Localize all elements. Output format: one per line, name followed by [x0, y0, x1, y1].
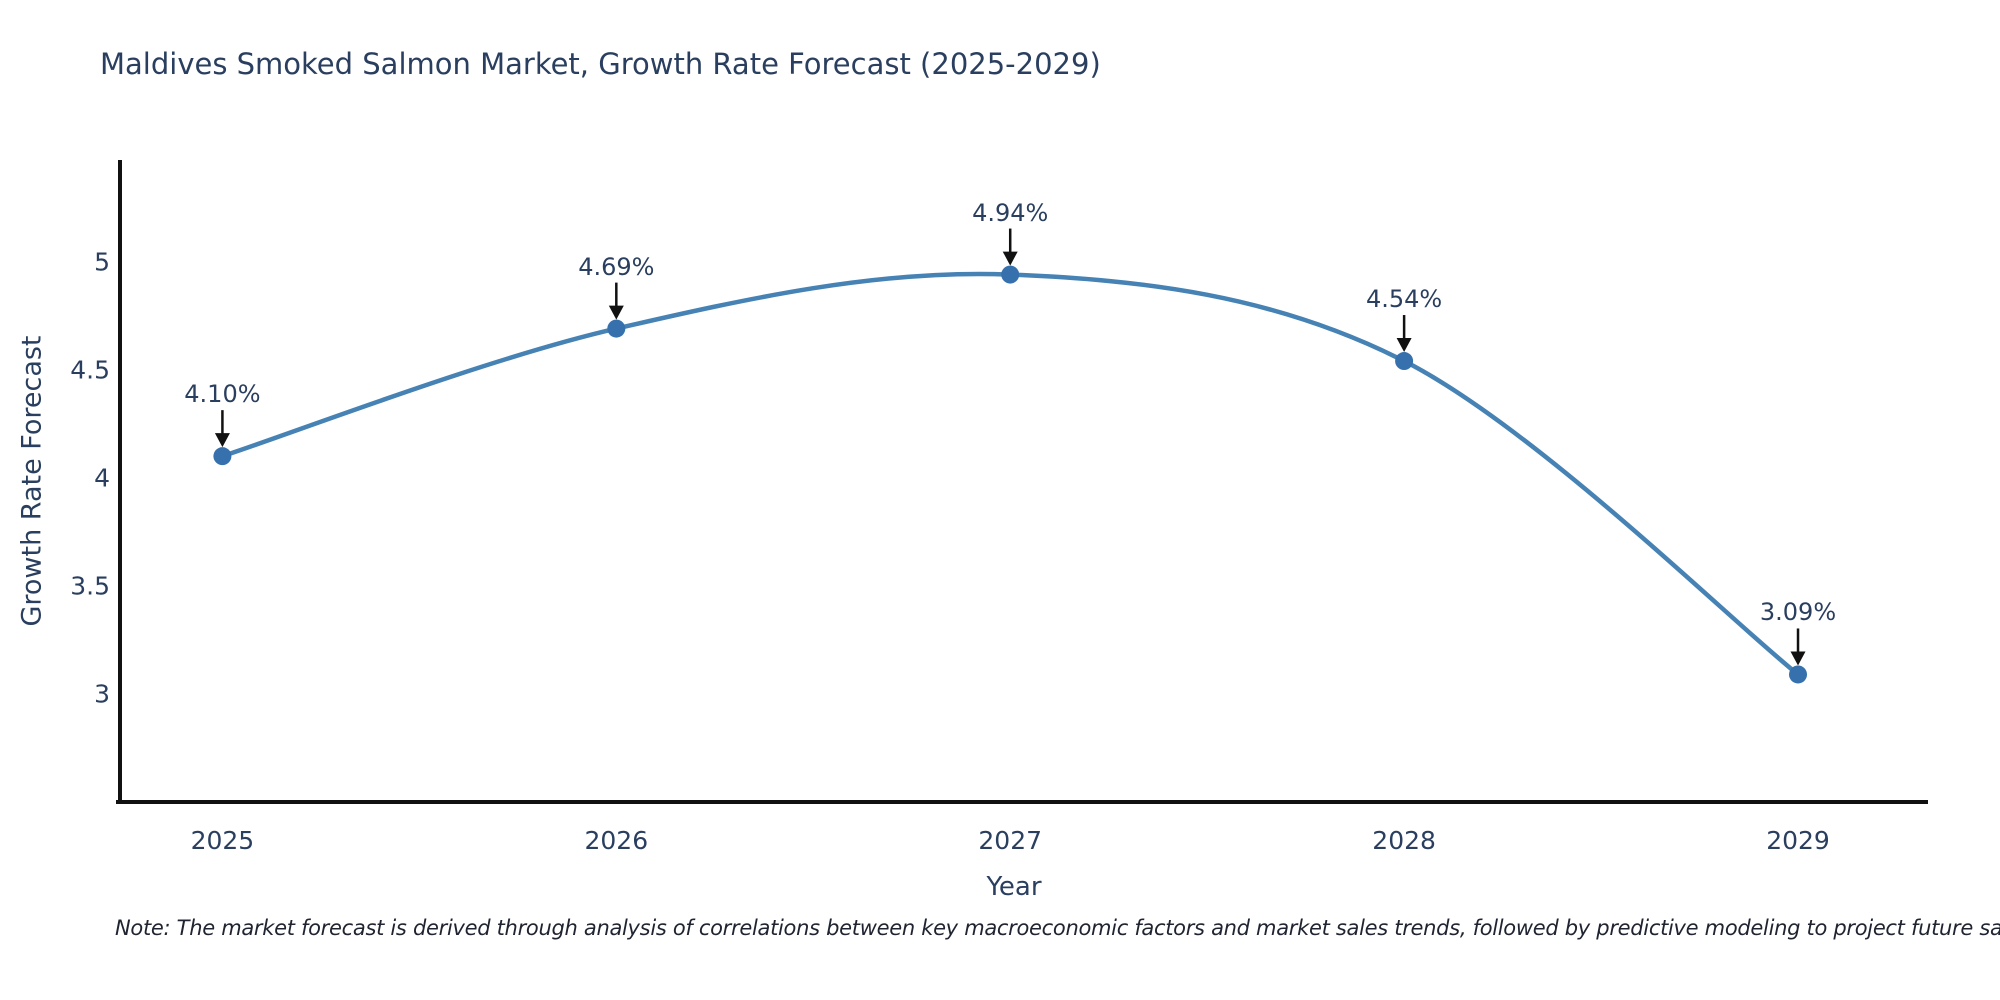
- data-point-marker[interactable]: [1789, 665, 1808, 684]
- chart-title: Maldives Smoked Salmon Market, Growth Ra…: [100, 47, 1101, 81]
- data-point-marker[interactable]: [1001, 265, 1020, 284]
- y-tick-label: 4.5: [70, 355, 110, 385]
- y-tick-label: 4: [94, 463, 110, 493]
- x-tick-label: 2029: [1766, 826, 1830, 855]
- data-point-label: 4.94%: [972, 198, 1049, 227]
- annotation-arrowhead-icon: [1396, 338, 1412, 353]
- y-tick-label: 3: [94, 679, 110, 709]
- annotation-arrowhead-icon: [608, 305, 624, 320]
- annotation-arrowhead-icon: [1002, 251, 1018, 266]
- footnote: Note: The market forecast is derived thr…: [115, 916, 2000, 940]
- annotation-arrowhead-icon: [214, 433, 230, 448]
- data-point-label: 4.10%: [184, 380, 261, 409]
- data-point-marker[interactable]: [213, 447, 232, 466]
- y-tick-label: 3.5: [70, 571, 110, 601]
- x-tick-label: 2026: [584, 826, 649, 855]
- data-point-marker[interactable]: [607, 319, 626, 338]
- data-point-label: 4.54%: [1365, 285, 1443, 314]
- x-axis-title: Year: [986, 872, 1042, 902]
- data-point-label: 3.09%: [1759, 598, 1837, 627]
- x-tick-label: 2025: [190, 826, 255, 855]
- data-point-marker[interactable]: [1395, 352, 1414, 371]
- data-point-label: 4.69%: [578, 252, 655, 281]
- y-tick-label: 5: [94, 247, 110, 277]
- forecast-line: [220, 271, 1801, 677]
- annotation-arrowhead-icon: [1790, 651, 1806, 666]
- x-tick-label: 2028: [1372, 826, 1436, 855]
- x-tick-label: 2027: [978, 826, 1043, 855]
